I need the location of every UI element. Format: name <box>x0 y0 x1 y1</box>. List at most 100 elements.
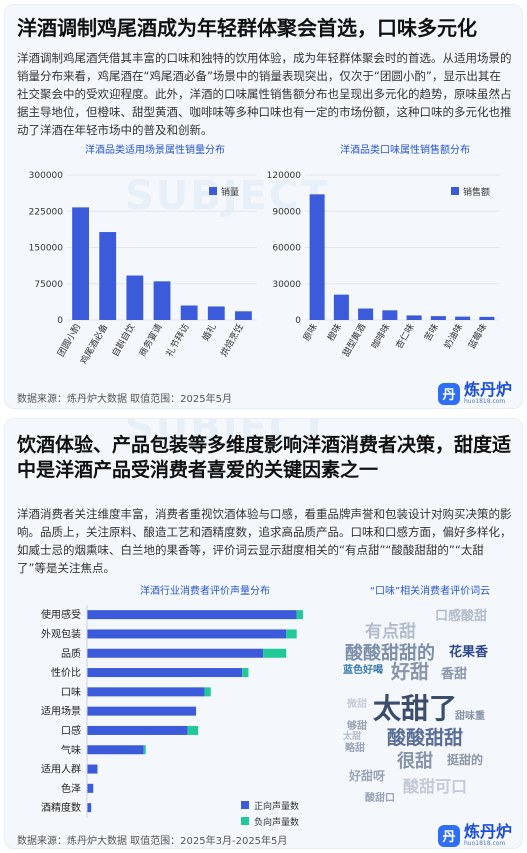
bar <box>99 232 117 320</box>
bar-segment <box>87 745 144 755</box>
x-tick-label: 奶油味 <box>441 322 465 351</box>
bar-segment <box>87 687 205 697</box>
bar-segment <box>263 648 287 658</box>
bar-segment <box>87 648 264 658</box>
y-tick-label: 适用人群 <box>41 763 81 776</box>
wordcloud-word: 微甜 <box>347 699 367 710</box>
wordcloud-word: 好甜 <box>391 661 430 683</box>
wordcloud-word: 甜味重 <box>455 711 485 722</box>
chart3-title: 洋酒行业消费者评价声量分布 <box>140 586 270 597</box>
bar <box>153 281 171 320</box>
bar <box>235 311 252 320</box>
bar <box>455 316 471 320</box>
bar <box>72 207 89 320</box>
wordcloud: 有点甜 口感酸甜 酸酸甜甜的 花果香 蓝色好喝 好甜 香甜 微甜 太甜了 甜味重 够甜 太甜 略甜 酸酸甜… <box>337 605 517 825</box>
legend-swatch <box>209 187 217 195</box>
y-tick-label: 300000 <box>29 171 64 181</box>
wordcloud-word: 太甜了 <box>373 692 458 725</box>
bar <box>180 305 198 320</box>
y-tick-label: 0 <box>57 316 63 326</box>
x-tick-label: 橙味 <box>325 322 344 344</box>
y-tick-label: 酒精度数 <box>41 801 81 814</box>
bar-segment <box>187 725 199 735</box>
bar <box>479 316 495 320</box>
wordcloud-title: “口味”相关消费者评价词云 <box>369 586 491 597</box>
legend-swatch <box>241 801 249 809</box>
y-tick-label: 150000 <box>29 244 64 254</box>
bar-segment <box>87 629 287 639</box>
x-tick-label: 团圆小酌 <box>55 322 83 359</box>
legend-label: 负向声量数 <box>254 816 299 828</box>
brand-logo: 丹 炼丹炉 huo1818.com <box>437 822 512 847</box>
y-tick-label: 口味 <box>61 686 81 698</box>
section2-footer: 数据来源：炼丹炉大数据 取值范围：2025年3月-2025年5月 <box>17 836 288 847</box>
legend-label: 销量 <box>221 186 239 198</box>
section1-paragraph: 洋酒调制鸡尾酒凭借其丰富的口味和独特的饮用体验，成为年轻群体聚会时的首选。从适用… <box>17 51 512 137</box>
x-tick-label: 礼节拜访 <box>163 322 191 359</box>
wordcloud-word: 太甜 <box>343 732 362 742</box>
bar <box>309 194 325 320</box>
x-tick-label: 自斟自饮 <box>109 322 137 359</box>
x-tick-label: 商务宴请 <box>136 322 164 359</box>
y-tick-label: 0 <box>295 316 301 326</box>
wordcloud-word: 蓝色好喝 <box>343 665 383 676</box>
x-tick-label: 烘焙烹饪 <box>218 322 246 359</box>
x-tick-label: 蓝莓味 <box>466 322 490 351</box>
bar <box>126 275 144 320</box>
bar-segment <box>87 610 297 620</box>
wordcloud-word: 够甜 <box>347 721 367 732</box>
x-tick-label: 杏仁味 <box>393 322 417 351</box>
y-tick-label: 外观包装 <box>41 627 81 640</box>
y-tick-label: 90000 <box>272 207 301 217</box>
bar-segment <box>286 629 297 639</box>
legend-label: 正向声量数 <box>254 800 299 812</box>
wordcloud-word: 香甜 <box>441 667 468 682</box>
x-tick-label: 婚礼 <box>199 322 218 344</box>
bar-segment <box>143 745 146 755</box>
bar <box>207 306 225 320</box>
bar-segment <box>87 706 197 716</box>
wordcloud-word: 好甜呀 <box>349 769 386 783</box>
card-consumer-reviews: SUBJECT 饮酒体验、产品包装等多维度影响洋酒消费者决策，甜度适中是洋酒产品… <box>4 418 523 849</box>
x-tick-label: 甜型黄酒 <box>340 322 368 359</box>
section1-footer: 数据来源：炼丹炉大数据 取值范围：2025年5月 <box>17 394 232 405</box>
bar <box>333 294 349 320</box>
wordcloud-word: 酸甜口 <box>365 793 395 804</box>
x-tick-label: 苦味 <box>422 322 441 344</box>
bar-segment <box>296 610 303 620</box>
wordcloud-word: 酸酸甜甜的 <box>345 643 435 664</box>
brand-logo: 丹 炼丹炉 huo1818.com <box>437 380 512 405</box>
y-tick-label: 口感 <box>61 724 81 737</box>
bar-segment <box>87 783 94 793</box>
y-tick-label: 气味 <box>61 743 81 756</box>
section1-title: 洋酒调制鸡尾酒成为年轻群体聚会首选，口味多元化 <box>17 16 477 40</box>
bar <box>406 315 422 320</box>
bar <box>358 308 374 320</box>
bar <box>382 310 398 320</box>
wordcloud-word: 很甜 <box>397 751 433 772</box>
chart1-title: 洋酒品类适用场景属性销量分布 <box>85 145 225 156</box>
wordcloud-word: 酸酸甜甜 <box>387 727 464 749</box>
wordcloud-word: 口感酸甜 <box>435 609 488 624</box>
wordcloud-word: 酸甜可口 <box>403 777 468 796</box>
section2-title: 饮酒体验、产品包装等多维度影响洋酒消费者决策，甜度适中是洋酒产品受消费者喜爱的关… <box>17 434 512 481</box>
logo-name: 炼丹炉 <box>463 822 512 841</box>
y-tick-label: 60000 <box>272 244 301 254</box>
bar-segment <box>87 725 188 735</box>
bar-segment <box>87 668 243 678</box>
logo-icon: 丹 <box>437 382 460 405</box>
wordcloud-word: 略甜 <box>345 743 365 754</box>
y-tick-label: 120000 <box>267 171 301 181</box>
wordcloud-word: 挺甜的 <box>447 753 484 767</box>
y-tick-label: 适用场景 <box>41 705 81 718</box>
legend-label: 销售额 <box>463 186 490 198</box>
y-tick-label: 225000 <box>29 207 64 217</box>
card-sales-distribution: SUBJECT 洋酒调制鸡尾酒成为年轻群体聚会首选，口味多元化 洋酒调制鸡尾酒凭… <box>4 4 523 409</box>
bar-segment <box>204 687 211 697</box>
logo-name: 炼丹炉 <box>463 380 512 399</box>
legend-swatch <box>241 817 249 825</box>
legend-swatch <box>451 187 459 195</box>
x-tick-label: 咖啡味 <box>369 322 393 351</box>
